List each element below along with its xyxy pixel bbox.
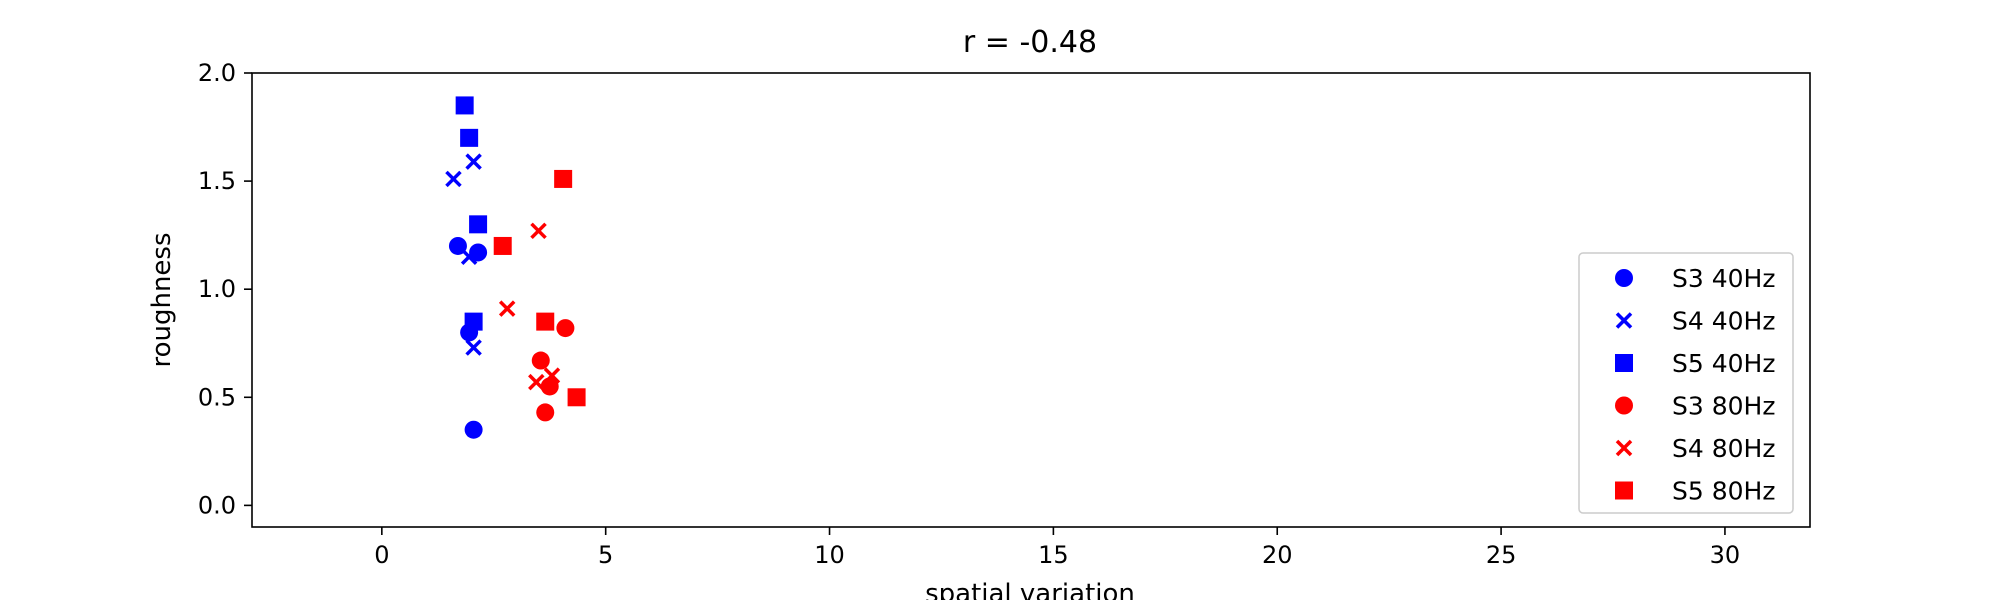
data-point-x bbox=[530, 222, 547, 240]
data-point-circle bbox=[464, 420, 483, 439]
data-point-circle bbox=[536, 403, 555, 422]
legend-label: S5 80Hz bbox=[1672, 477, 1775, 506]
x-axis-label: spatial variation bbox=[925, 579, 1135, 600]
legend-marker bbox=[1615, 354, 1633, 372]
data-point-square bbox=[554, 169, 573, 188]
legend-marker bbox=[1615, 312, 1633, 329]
data-point-square bbox=[460, 128, 479, 147]
legend-marker bbox=[1615, 481, 1633, 500]
data-point-x bbox=[498, 300, 516, 317]
y-tick-label: 0.5 bbox=[198, 383, 236, 411]
x-tick-label: 15 bbox=[1038, 541, 1069, 569]
data-point-square bbox=[464, 312, 483, 331]
y-tick-label: 2.0 bbox=[198, 59, 236, 87]
plot-area bbox=[251, 72, 1811, 528]
data-point-x bbox=[543, 367, 561, 384]
data-point-x bbox=[528, 373, 545, 391]
x-tick-label: 20 bbox=[1262, 541, 1293, 569]
chart-title: r = -0.48 bbox=[963, 25, 1097, 60]
y-tick-label: 1.0 bbox=[198, 275, 236, 303]
x-tick-label: 10 bbox=[814, 541, 845, 569]
data-point-x bbox=[460, 248, 478, 265]
data-point-circle bbox=[531, 351, 550, 370]
data-point-square bbox=[469, 215, 488, 234]
x-tick-label: 0 bbox=[374, 541, 389, 569]
data-point-x bbox=[465, 339, 482, 356]
legend: S3 40Hz S4 40Hz S5 40Hz S3 80Hz S4 80Hz S5 80… bbox=[1578, 252, 1794, 514]
data-point-circle bbox=[469, 243, 488, 262]
data-points bbox=[445, 96, 586, 439]
legend-label: S3 40Hz bbox=[1672, 264, 1775, 293]
legend-label: S3 80Hz bbox=[1672, 392, 1775, 421]
data-point-square bbox=[493, 236, 512, 255]
legend-box bbox=[1578, 252, 1794, 514]
y-axis-ticks: 0.0 0.5 1.0 1.5 2.0 bbox=[198, 59, 252, 519]
legend-marker bbox=[1615, 396, 1633, 415]
y-tick-label: 0.0 bbox=[198, 491, 236, 519]
y-axis-label: roughness bbox=[147, 232, 177, 367]
data-point-square bbox=[536, 312, 555, 331]
y-tick-label: 1.5 bbox=[198, 167, 236, 195]
data-point-x bbox=[465, 153, 482, 170]
x-axis-ticks: 0 5 10 15 20 25 30 bbox=[374, 527, 1740, 569]
data-point-circle bbox=[556, 319, 575, 338]
data-point-square bbox=[455, 96, 474, 115]
data-point-square bbox=[567, 388, 586, 407]
legend-marker bbox=[1615, 439, 1633, 457]
data-point-x bbox=[445, 170, 462, 188]
legend-label: S4 40Hz bbox=[1672, 307, 1775, 336]
x-tick-label: 5 bbox=[598, 541, 613, 569]
legend-marker bbox=[1615, 269, 1633, 287]
x-tick-label: 30 bbox=[1710, 541, 1741, 569]
x-tick-label: 25 bbox=[1486, 541, 1517, 569]
legend-label: S5 40Hz bbox=[1672, 349, 1775, 378]
legend-label: S4 80Hz bbox=[1672, 434, 1775, 463]
